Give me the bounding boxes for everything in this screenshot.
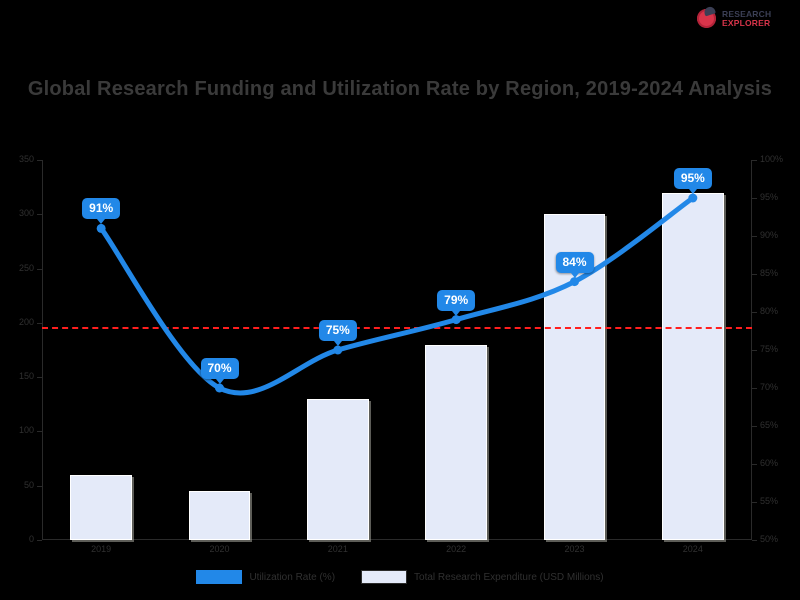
logo-wordmark: RESEARCH EXPLORER: [722, 10, 771, 28]
bar[interactable]: [425, 344, 487, 540]
data-label: 84%: [555, 251, 594, 278]
bar[interactable]: [70, 474, 132, 540]
logo-line-1: RESEARCH: [722, 9, 772, 20]
logo-circle-icon: [695, 5, 719, 31]
legend-swatch: [196, 570, 243, 584]
bottom-axis-line: [42, 539, 752, 540]
x-axis-label: 2024: [682, 544, 703, 554]
line-series-points: [96, 193, 698, 393]
legend-label: Total Research Expenditure (USD Millions…: [414, 571, 604, 583]
x-axis-label: 2021: [327, 544, 348, 554]
left-tick-mark: [37, 540, 42, 541]
data-label: 75%: [318, 320, 357, 346]
left-tick-label: 150: [18, 371, 34, 382]
right-tick-label: 75%: [760, 344, 779, 354]
x-axis-label: 2023: [564, 544, 585, 554]
right-tick-mark: [752, 198, 757, 199]
left-tick-label: 350: [18, 154, 34, 164]
right-tick-label: 100%: [760, 154, 784, 164]
right-tick-mark: [752, 426, 757, 427]
right-tick-label: 60%: [760, 458, 779, 468]
plot-area: 350 300 250 200 150 100 50 0 100% 95% 90% 85% 80% 75…: [19, 154, 783, 554]
data-label: 79%: [437, 289, 476, 316]
left-tick-label: 50: [23, 479, 34, 490]
target-threshold-line: [42, 327, 752, 330]
right-tick-label: 50%: [760, 534, 779, 544]
right-tick-mark: [752, 540, 757, 541]
left-tick-mark: [37, 377, 42, 379]
right-tick-mark: [752, 160, 757, 161]
left-axis-line: [42, 160, 43, 540]
left-tick-label: 0: [28, 534, 34, 544]
line-data-point[interactable]: [451, 315, 461, 325]
right-tick-label: 85%: [760, 268, 779, 278]
right-tick-mark: [752, 502, 757, 503]
right-tick-label: 95%: [760, 192, 779, 202]
data-label: 70%: [200, 358, 239, 384]
left-tick-label: 200: [18, 316, 34, 327]
right-tick-mark: [752, 236, 757, 237]
left-tick-label: 300: [18, 208, 34, 219]
legend-swatch: [361, 570, 408, 584]
line-data-point[interactable]: [215, 383, 224, 393]
left-tick-label: 250: [18, 262, 34, 273]
left-tick-label: 100: [18, 425, 34, 436]
brand-logo: RESEARCH EXPLORER: [695, 4, 795, 34]
data-label: 91%: [82, 198, 121, 225]
right-tick-mark: [752, 388, 757, 389]
right-tick-label: 90%: [760, 230, 779, 240]
right-tick-mark: [752, 274, 757, 275]
bar[interactable]: [188, 491, 251, 540]
x-axis-label: 2022: [446, 544, 467, 554]
chart-title: Global Research Funding and Utilization …: [27, 78, 773, 100]
bar[interactable]: [307, 398, 369, 540]
right-axis-line: [751, 160, 752, 540]
left-tick-mark: [37, 431, 42, 433]
legend-item[interactable]: Utilization Rate (%): [196, 570, 335, 584]
left-tick-mark: [37, 160, 42, 161]
legend-label: Utilization Rate (%): [249, 571, 336, 583]
line-data-point[interactable]: [333, 345, 343, 355]
legend-item[interactable]: Total Research Expenditure (USD Millions…: [361, 570, 604, 584]
chart-legend: Utilization Rate (%) Total Research Expen…: [0, 570, 800, 584]
right-tick-label: 80%: [760, 306, 779, 316]
line-data-point[interactable]: [96, 223, 106, 233]
left-tick-mark: [37, 322, 42, 324]
left-tick-mark: [37, 268, 42, 270]
left-tick-mark: [37, 485, 42, 487]
bar[interactable]: [662, 192, 724, 540]
left-tick-mark: [37, 214, 42, 216]
x-axis-label: 2019: [91, 544, 112, 554]
logo-line-2: EXPLORER: [722, 18, 771, 28]
right-tick-label: 70%: [760, 382, 779, 392]
x-axis-label: 2020: [209, 544, 230, 554]
line-series-svg: [96, 193, 698, 396]
right-tick-mark: [752, 350, 757, 351]
right-tick-label: 65%: [760, 420, 779, 430]
right-tick-mark: [752, 312, 757, 313]
right-tick-label: 55%: [760, 496, 779, 506]
right-tick-mark: [752, 464, 757, 465]
data-label: 95%: [673, 168, 712, 194]
